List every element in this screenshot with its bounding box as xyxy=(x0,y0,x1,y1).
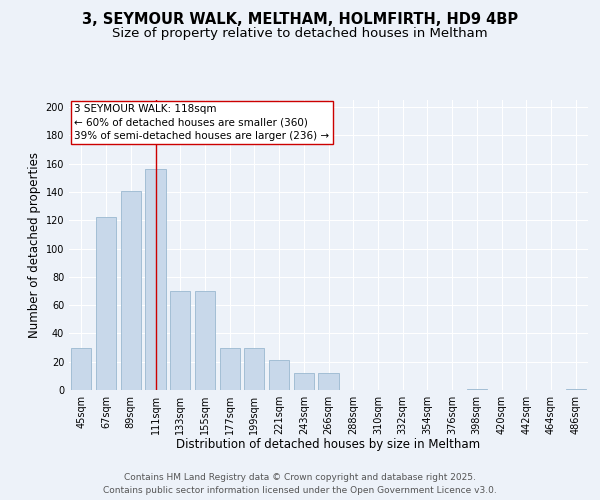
Text: 3 SEYMOUR WALK: 118sqm
← 60% of detached houses are smaller (360)
39% of semi-de: 3 SEYMOUR WALK: 118sqm ← 60% of detached… xyxy=(74,104,329,141)
Y-axis label: Number of detached properties: Number of detached properties xyxy=(28,152,41,338)
Text: Contains HM Land Registry data © Crown copyright and database right 2025.
Contai: Contains HM Land Registry data © Crown c… xyxy=(103,474,497,495)
X-axis label: Distribution of detached houses by size in Meltham: Distribution of detached houses by size … xyxy=(176,438,481,452)
Bar xyxy=(220,348,240,390)
Bar xyxy=(195,291,215,390)
Bar xyxy=(293,373,314,390)
Text: Size of property relative to detached houses in Meltham: Size of property relative to detached ho… xyxy=(112,28,488,40)
Bar xyxy=(319,373,338,390)
Bar xyxy=(71,348,91,390)
Bar xyxy=(170,291,190,390)
Bar xyxy=(244,348,265,390)
Bar xyxy=(96,218,116,390)
Bar xyxy=(145,170,166,390)
Bar xyxy=(121,190,141,390)
Bar xyxy=(269,360,289,390)
Bar xyxy=(467,388,487,390)
Text: 3, SEYMOUR WALK, MELTHAM, HOLMFIRTH, HD9 4BP: 3, SEYMOUR WALK, MELTHAM, HOLMFIRTH, HD9… xyxy=(82,12,518,28)
Bar xyxy=(566,388,586,390)
